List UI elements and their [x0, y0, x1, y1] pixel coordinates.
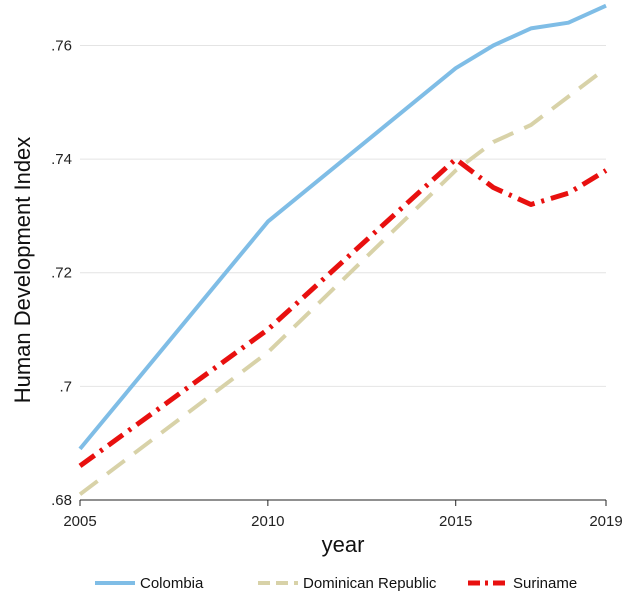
legend-label: Suriname	[513, 575, 577, 592]
y-axis-title: Human Development Index	[10, 137, 35, 404]
x-axis-title: year	[322, 532, 365, 557]
y-tick-label: .76	[51, 37, 72, 54]
x-axis-ticks: 2005 2010 2015 2019	[63, 500, 623, 530]
x-tick-label: 2010	[251, 513, 284, 530]
gridlines	[80, 44, 606, 387]
legend-label: Colombia	[140, 575, 204, 592]
y-tick-label: .68	[51, 492, 72, 509]
y-tick-label: .74	[51, 151, 72, 168]
x-tick-label: 2005	[63, 513, 96, 530]
legend-label: Dominican Republic	[303, 575, 437, 592]
series-lines	[78, 3, 608, 496]
series-line-colombia	[78, 3, 607, 451]
series-line-suriname	[78, 156, 608, 468]
series-line-dominican-republic	[78, 66, 608, 496]
x-tick-label: 2015	[439, 513, 472, 530]
x-tick-label: 2019	[589, 513, 622, 530]
y-axis-ticks: .68 .7 .72 .74 .76	[51, 37, 72, 509]
y-tick-label: .72	[51, 265, 72, 282]
legend: Colombia Dominican Republic Suriname	[95, 575, 577, 592]
y-tick-label: .7	[59, 378, 72, 395]
